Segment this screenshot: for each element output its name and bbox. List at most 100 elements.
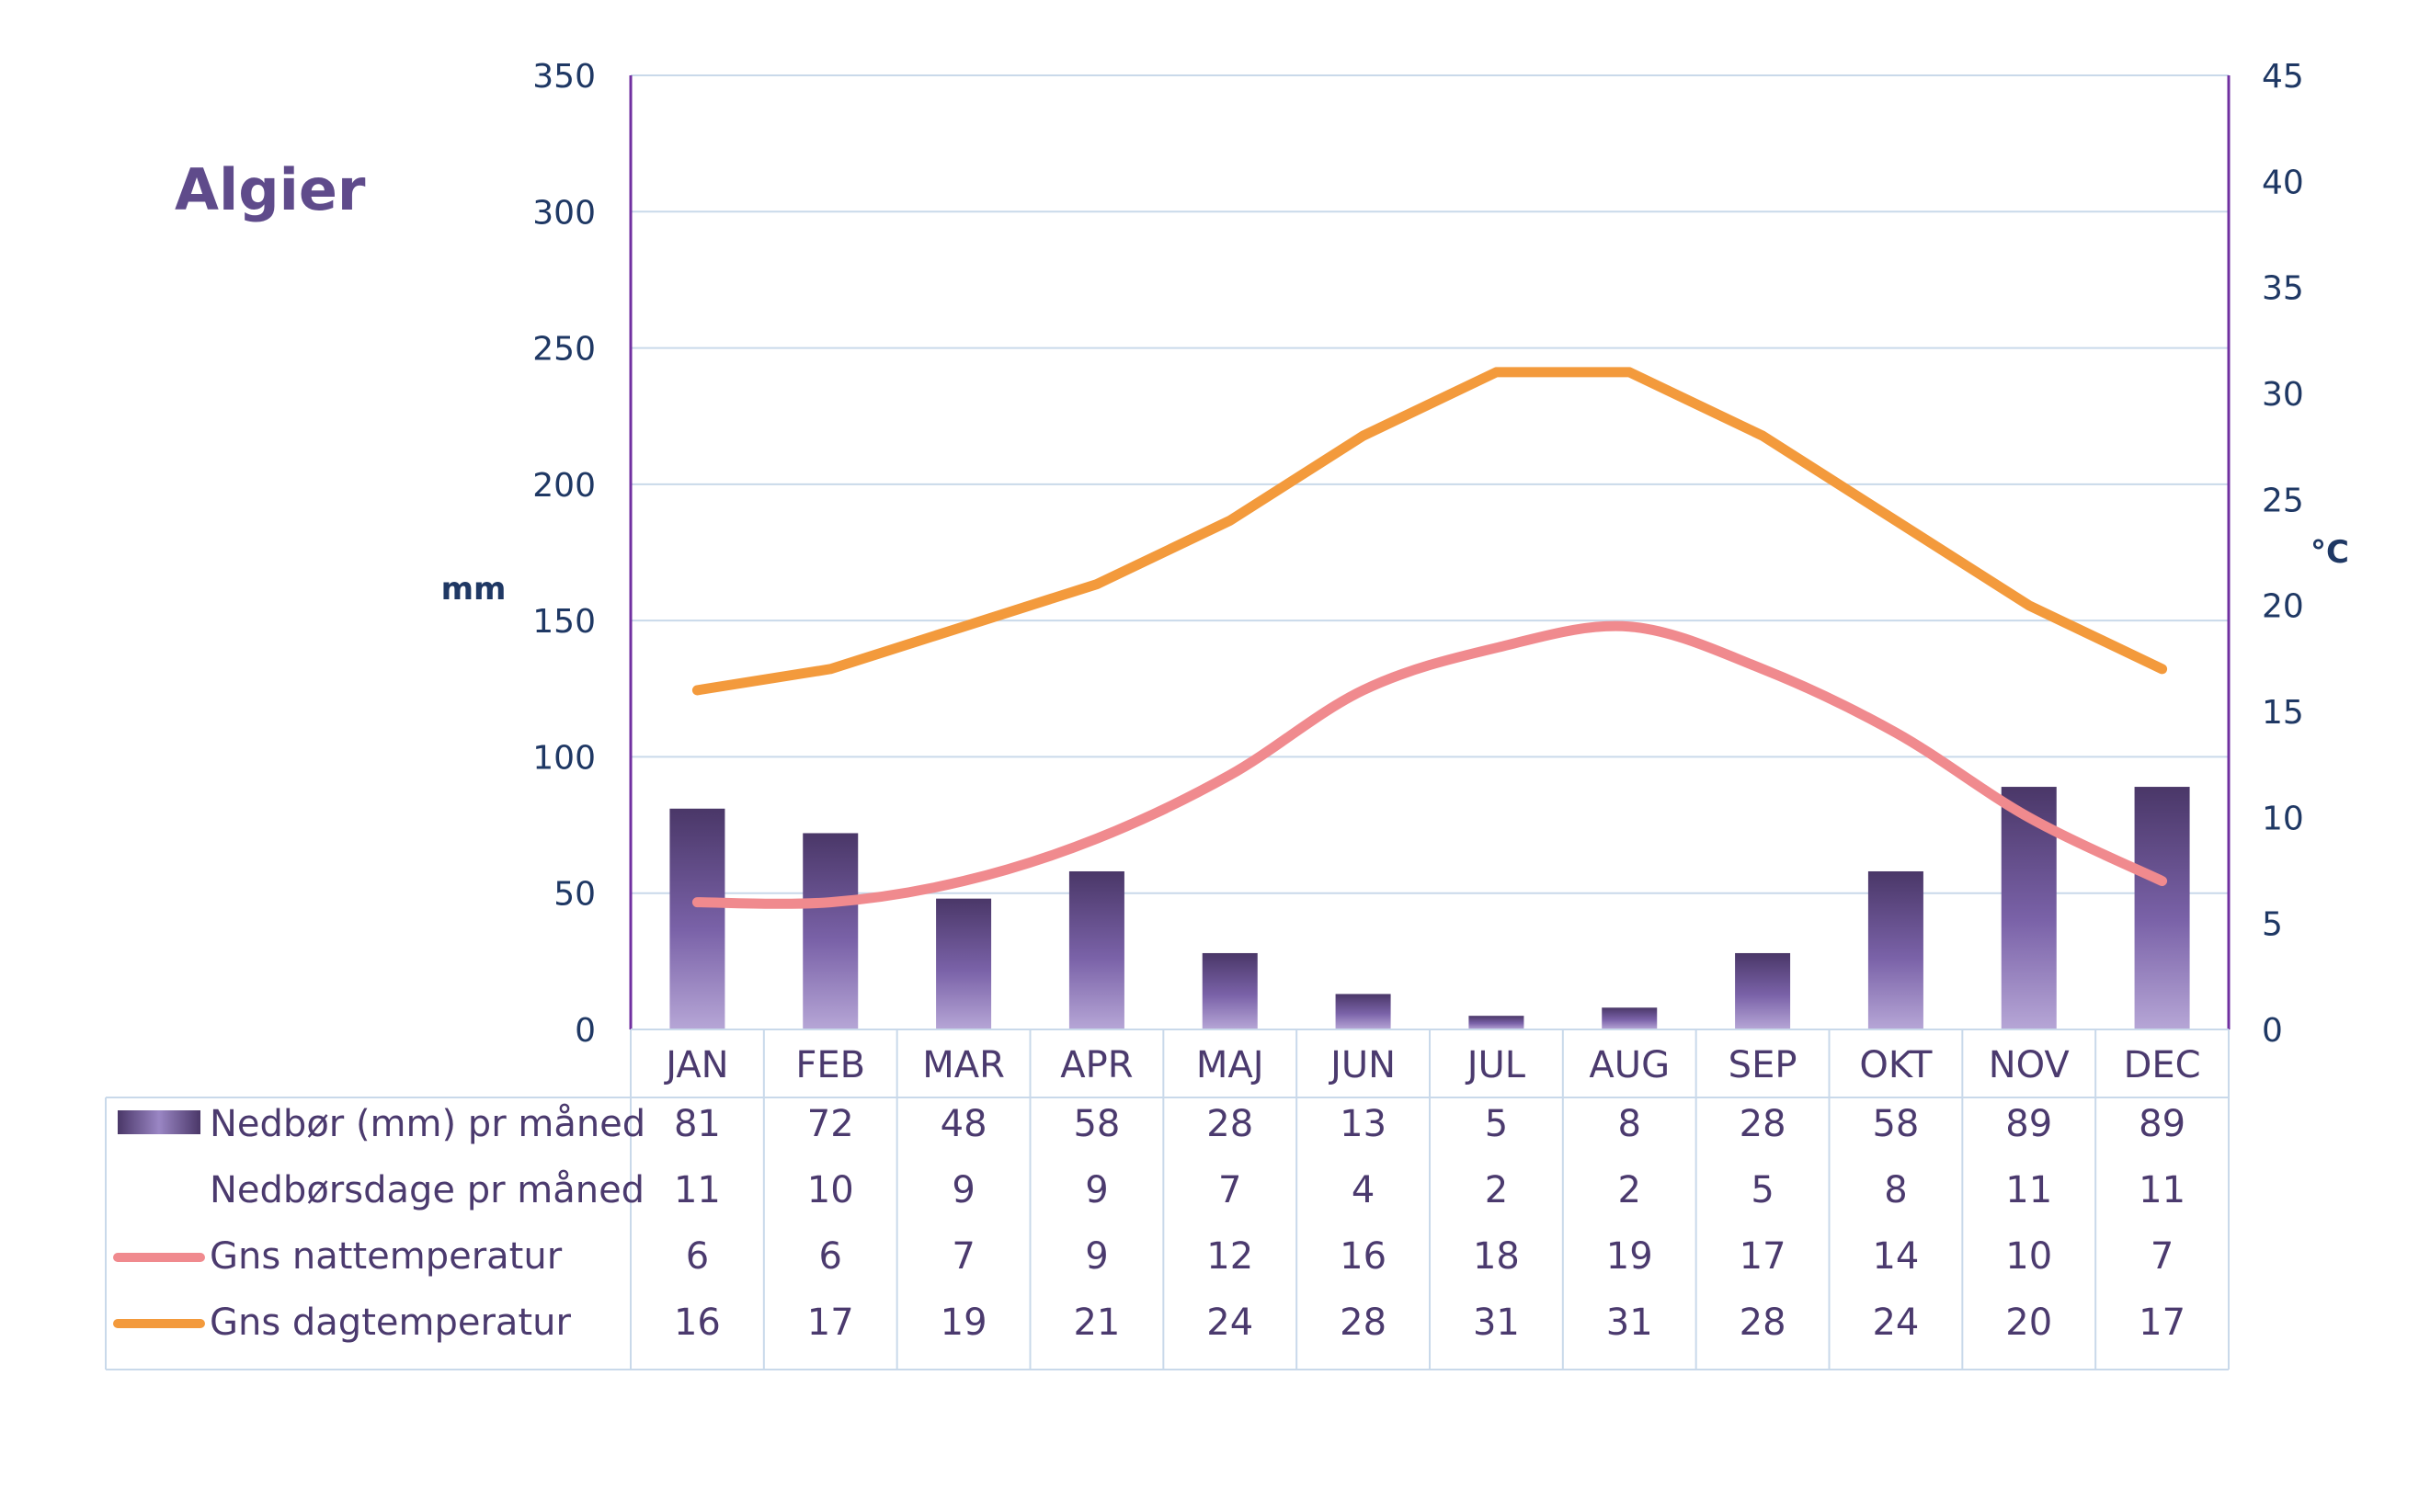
table-row-label: Gns nattemperatur xyxy=(210,1235,563,1278)
y-right-axis-label: °C xyxy=(2311,534,2349,571)
y-left-axis-label: mm xyxy=(441,571,507,608)
x-tick-label: NOV xyxy=(1989,1044,2071,1086)
table-cell-value: 11 xyxy=(2005,1169,2052,1211)
table-cell-value: 14 xyxy=(1872,1235,1919,1278)
table-cell-value: 8 xyxy=(1884,1169,1907,1211)
precipitation-bar xyxy=(803,833,859,1029)
y-right-tick-label: 20 xyxy=(2262,588,2304,626)
table-cell-value: 11 xyxy=(2139,1169,2185,1211)
x-tick-label: JUL xyxy=(1465,1044,1526,1086)
precipitation-bar xyxy=(1468,1016,1524,1029)
precipitation-bar xyxy=(1602,1007,1658,1029)
table-cell-value: 11 xyxy=(674,1169,721,1211)
table-row-label: Nedbørsdage pr måned xyxy=(210,1169,645,1211)
x-tick-label: MAR xyxy=(922,1044,1005,1086)
table-cell-value: 48 xyxy=(941,1103,987,1145)
table-cell-value: 9 xyxy=(952,1169,975,1211)
table-cell-value: 31 xyxy=(1606,1302,1653,1344)
table-cell-value: 18 xyxy=(1473,1235,1520,1278)
x-tick-label: OKT xyxy=(1859,1044,1933,1086)
precipitation-bar xyxy=(2134,787,2190,1029)
precipitation-bar xyxy=(669,808,725,1029)
x-tick-label: FEB xyxy=(795,1044,865,1086)
x-tick-label: MAJ xyxy=(1196,1044,1264,1086)
table-cell-value: 24 xyxy=(1872,1302,1919,1344)
table-cell-value: 8 xyxy=(1618,1103,1641,1145)
table-row-label: Gns dagtemperatur xyxy=(210,1302,571,1344)
x-tick-label: AUG xyxy=(1589,1044,1670,1086)
y-left-tick-label: 250 xyxy=(532,331,596,369)
table-cell-value: 10 xyxy=(807,1169,854,1211)
table-cell-value: 17 xyxy=(2139,1302,2185,1344)
table-cell-value: 9 xyxy=(1085,1235,1108,1278)
table-cell-value: 72 xyxy=(807,1103,854,1145)
precipitation-bar xyxy=(1735,952,1791,1029)
y-left-tick-label: 50 xyxy=(553,876,596,914)
y-right-tick-label: 30 xyxy=(2262,376,2304,414)
table-cell-value: 7 xyxy=(952,1235,975,1278)
precipitation-bar xyxy=(1867,870,1923,1029)
y-right-tick-label: 15 xyxy=(2262,694,2304,732)
y-right-tick-label: 45 xyxy=(2262,58,2304,96)
y-right-tick-label: 5 xyxy=(2262,906,2283,944)
x-tick-label: JUN xyxy=(1328,1044,1396,1086)
x-tick-label: APR xyxy=(1060,1044,1133,1086)
table-cell-value: 6 xyxy=(686,1235,709,1278)
y-left-tick-label: 0 xyxy=(575,1012,596,1050)
table-cell-value: 6 xyxy=(819,1235,842,1278)
y-right-tick-label: 0 xyxy=(2262,1012,2283,1050)
table-cell-value: 31 xyxy=(1473,1302,1520,1344)
x-tick-label: SEP xyxy=(1729,1044,1797,1086)
table-cell-value: 20 xyxy=(2005,1302,2052,1344)
table-cell-value: 9 xyxy=(1085,1169,1108,1211)
table-cell-value: 2 xyxy=(1618,1169,1641,1211)
table-cell-value: 5 xyxy=(1751,1169,1774,1211)
table-cell-value: 28 xyxy=(1740,1103,1786,1145)
table-cell-value: 81 xyxy=(674,1103,721,1145)
table-cell-value: 16 xyxy=(674,1302,721,1344)
y-right-tick-label: 40 xyxy=(2262,164,2304,201)
table-cell-value: 7 xyxy=(1218,1169,1241,1211)
table-cell-value: 28 xyxy=(1740,1302,1786,1344)
table-cell-value: 10 xyxy=(2005,1235,2052,1278)
precipitation-bar xyxy=(936,898,992,1029)
y-right-tick-label: 10 xyxy=(2262,800,2304,837)
table-cell-value: 19 xyxy=(941,1302,987,1344)
table-cell-value: 4 xyxy=(1352,1169,1375,1211)
table-cell-value: 12 xyxy=(1206,1235,1253,1278)
table-cell-value: 5 xyxy=(1485,1103,1508,1145)
y-left-tick-label: 300 xyxy=(532,194,596,232)
y-left-tick-label: 200 xyxy=(532,467,596,505)
table-cell-value: 89 xyxy=(2139,1103,2185,1145)
legend-key-precipitation xyxy=(118,1110,200,1134)
night-temperature-line xyxy=(691,620,2168,909)
y-right-tick-label: 25 xyxy=(2262,482,2304,519)
table-cell-value: 21 xyxy=(1073,1302,1120,1344)
x-tick-label: JAN xyxy=(663,1044,728,1086)
table-row-label: Nedbør (mm) pr måned xyxy=(210,1103,645,1145)
table-cell-value: 58 xyxy=(1872,1103,1919,1145)
x-tick-label: DEC xyxy=(2124,1044,2201,1086)
y-left-tick-label: 150 xyxy=(532,603,596,641)
table-cell-value: 17 xyxy=(1740,1235,1786,1278)
table-cell-value: 16 xyxy=(1340,1235,1386,1278)
table-cell-value: 28 xyxy=(1340,1302,1386,1344)
table-cell-value: 19 xyxy=(1606,1235,1653,1278)
y-left-tick-label: 100 xyxy=(532,739,596,777)
y-left-tick-label: 350 xyxy=(532,58,596,96)
precipitation-bar xyxy=(1335,994,1391,1029)
table-cell-value: 89 xyxy=(2005,1103,2052,1145)
table-cell-value: 28 xyxy=(1206,1103,1253,1145)
table-cell-value: 17 xyxy=(807,1302,854,1344)
table-cell-value: 2 xyxy=(1485,1169,1508,1211)
precipitation-bar xyxy=(1068,870,1124,1029)
table-cell-value: 13 xyxy=(1340,1103,1386,1145)
table-cell-value: 24 xyxy=(1206,1302,1253,1344)
day-temperature-line xyxy=(691,367,2168,696)
precipitation-bar xyxy=(1202,952,1258,1029)
table-cell-value: 7 xyxy=(2151,1235,2174,1278)
chart-title: Algier xyxy=(175,156,366,223)
y-right-tick-label: 35 xyxy=(2262,270,2304,308)
